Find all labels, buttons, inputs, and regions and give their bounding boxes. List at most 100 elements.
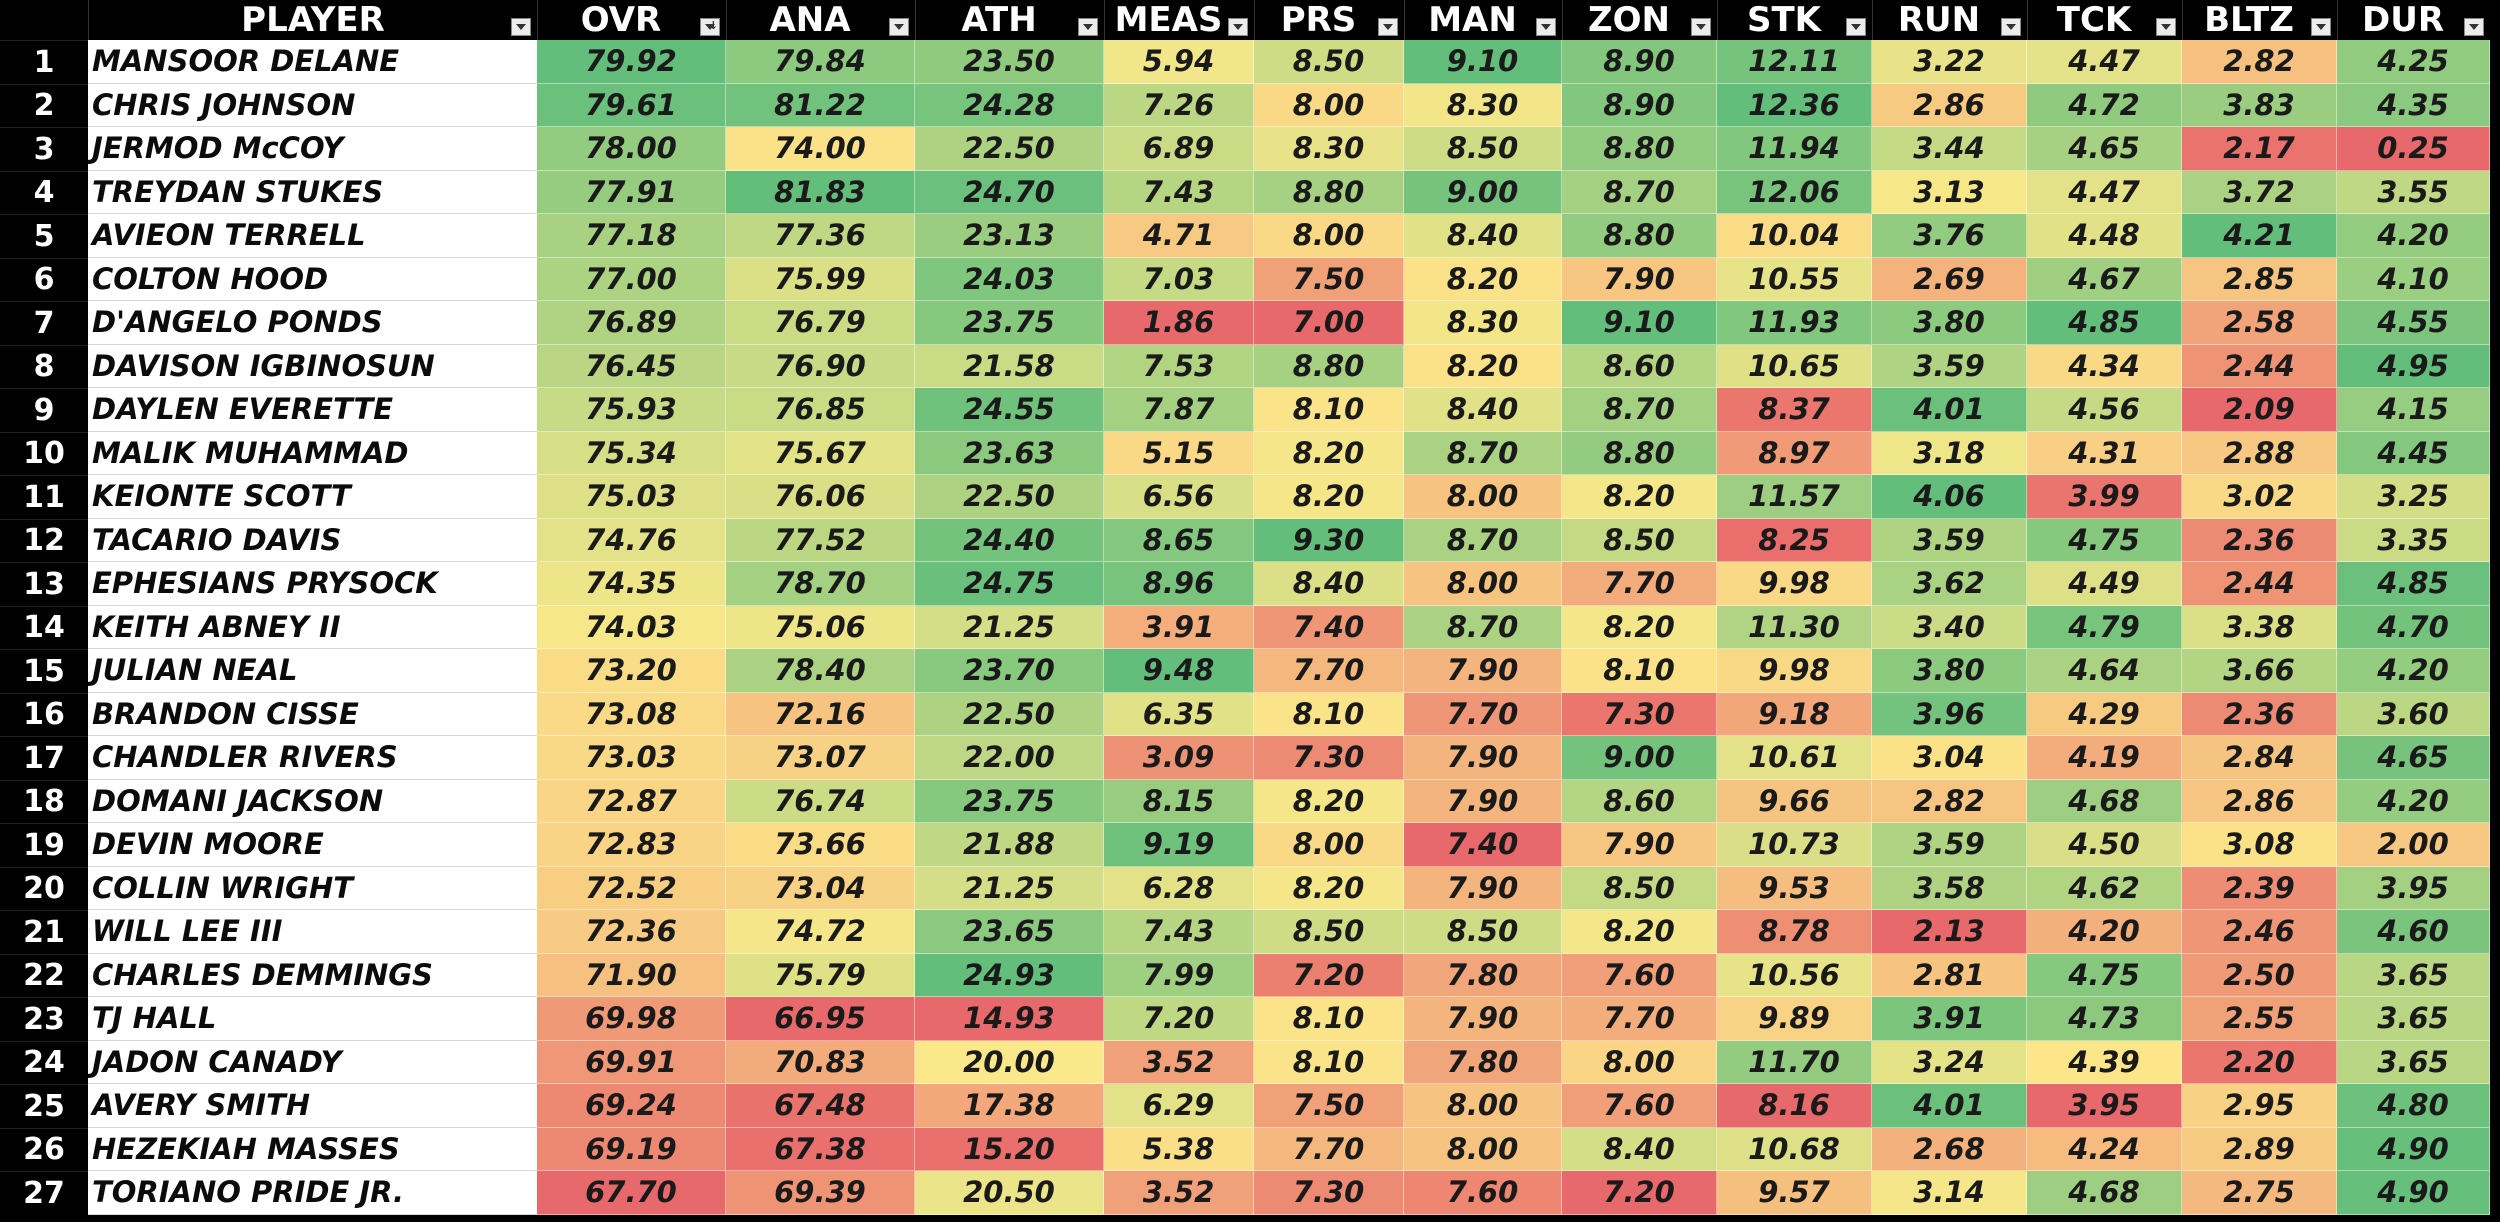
player-name-cell[interactable]: DEVIN MOORE xyxy=(88,823,537,867)
cell-ath[interactable]: 22.50 xyxy=(915,127,1104,171)
column-header-ana[interactable]: ANA xyxy=(726,0,915,40)
cell-zon[interactable]: 9.00 xyxy=(1562,736,1717,780)
cell-ana[interactable]: 75.99 xyxy=(726,257,915,301)
cell-run[interactable]: 2.68 xyxy=(1872,1127,2027,1171)
cell-bltz[interactable]: 2.84 xyxy=(2182,736,2337,780)
cell-ana[interactable]: 70.83 xyxy=(726,1040,915,1084)
cell-meas[interactable]: 6.35 xyxy=(1104,692,1254,736)
cell-ana[interactable]: 73.07 xyxy=(726,736,915,780)
cell-ath[interactable]: 23.50 xyxy=(915,40,1104,84)
cell-man[interactable]: 8.00 xyxy=(1404,1127,1562,1171)
cell-run[interactable]: 2.86 xyxy=(1872,83,2027,127)
cell-tck[interactable]: 4.19 xyxy=(2027,736,2182,780)
cell-ana[interactable]: 76.06 xyxy=(726,475,915,519)
column-header-stk[interactable]: STK xyxy=(1717,0,1872,40)
cell-run[interactable]: 2.82 xyxy=(1872,779,2027,823)
cell-ath[interactable]: 23.75 xyxy=(915,779,1104,823)
player-name-cell[interactable]: JADON CANADY xyxy=(88,1040,537,1084)
cell-prs[interactable]: 7.50 xyxy=(1254,1084,1404,1128)
cell-man[interactable]: 7.70 xyxy=(1404,692,1562,736)
cell-bltz[interactable]: 2.39 xyxy=(2182,866,2337,910)
cell-ath[interactable]: 23.65 xyxy=(915,910,1104,954)
cell-ath[interactable]: 24.55 xyxy=(915,388,1104,432)
cell-ana[interactable]: 76.74 xyxy=(726,779,915,823)
sort-descending-icon[interactable]: ↓ xyxy=(700,18,720,36)
cell-zon[interactable]: 9.10 xyxy=(1562,301,1717,345)
cell-dur[interactable]: 4.70 xyxy=(2337,605,2490,649)
cell-ovr[interactable]: 74.03 xyxy=(537,605,726,649)
cell-stk[interactable]: 12.11 xyxy=(1717,40,1872,84)
cell-dur[interactable]: 3.65 xyxy=(2337,1040,2490,1084)
cell-ovr[interactable]: 77.91 xyxy=(537,170,726,214)
cell-bltz[interactable]: 3.66 xyxy=(2182,649,2337,693)
cell-zon[interactable]: 8.90 xyxy=(1562,83,1717,127)
cell-prs[interactable]: 7.30 xyxy=(1254,1171,1404,1215)
cell-stk[interactable]: 10.68 xyxy=(1717,1127,1872,1171)
cell-ovr[interactable]: 76.45 xyxy=(537,344,726,388)
cell-tck[interactable]: 4.73 xyxy=(2027,997,2182,1041)
cell-dur[interactable]: 3.55 xyxy=(2337,170,2490,214)
cell-meas[interactable]: 1.86 xyxy=(1104,301,1254,345)
cell-dur[interactable]: 3.60 xyxy=(2337,692,2490,736)
cell-ovr[interactable]: 72.36 xyxy=(537,910,726,954)
cell-tck[interactable]: 3.95 xyxy=(2027,1084,2182,1128)
cell-zon[interactable]: 8.70 xyxy=(1562,388,1717,432)
cell-man[interactable]: 8.50 xyxy=(1404,127,1562,171)
cell-dur[interactable]: 2.00 xyxy=(2337,823,2490,867)
player-name-cell[interactable]: AVERY SMITH xyxy=(88,1084,537,1128)
cell-prs[interactable]: 8.20 xyxy=(1254,475,1404,519)
cell-ana[interactable]: 67.38 xyxy=(726,1127,915,1171)
cell-meas[interactable]: 7.53 xyxy=(1104,344,1254,388)
cell-prs[interactable]: 8.20 xyxy=(1254,866,1404,910)
cell-run[interactable]: 3.96 xyxy=(1872,692,2027,736)
cell-ath[interactable]: 23.70 xyxy=(915,649,1104,693)
cell-dur[interactable]: 4.65 xyxy=(2337,736,2490,780)
cell-dur[interactable]: 3.95 xyxy=(2337,866,2490,910)
cell-tck[interactable]: 4.29 xyxy=(2027,692,2182,736)
cell-tck[interactable]: 4.48 xyxy=(2027,214,2182,258)
cell-ana[interactable]: 75.79 xyxy=(726,953,915,997)
cell-ath[interactable]: 14.93 xyxy=(915,997,1104,1041)
cell-prs[interactable]: 8.40 xyxy=(1254,562,1404,606)
cell-man[interactable]: 8.50 xyxy=(1404,910,1562,954)
cell-dur[interactable]: 3.65 xyxy=(2337,997,2490,1041)
cell-tck[interactable]: 4.47 xyxy=(2027,40,2182,84)
filter-dropdown-icon[interactable] xyxy=(1846,18,1866,36)
cell-dur[interactable]: 4.20 xyxy=(2337,779,2490,823)
cell-zon[interactable]: 7.70 xyxy=(1562,997,1717,1041)
cell-ovr[interactable]: 77.18 xyxy=(537,214,726,258)
cell-bltz[interactable]: 2.36 xyxy=(2182,692,2337,736)
cell-stk[interactable]: 8.97 xyxy=(1717,431,1872,475)
cell-prs[interactable]: 9.30 xyxy=(1254,518,1404,562)
cell-run[interactable]: 3.80 xyxy=(1872,301,2027,345)
cell-tck[interactable]: 4.65 xyxy=(2027,127,2182,171)
cell-dur[interactable]: 4.10 xyxy=(2337,257,2490,301)
cell-zon[interactable]: 8.10 xyxy=(1562,649,1717,693)
cell-meas[interactable]: 7.26 xyxy=(1104,83,1254,127)
cell-bltz[interactable]: 2.44 xyxy=(2182,344,2337,388)
cell-meas[interactable]: 3.91 xyxy=(1104,605,1254,649)
cell-zon[interactable]: 8.70 xyxy=(1562,170,1717,214)
cell-man[interactable]: 8.00 xyxy=(1404,1084,1562,1128)
cell-man[interactable]: 8.70 xyxy=(1404,431,1562,475)
cell-ana[interactable]: 73.04 xyxy=(726,866,915,910)
cell-ovr[interactable]: 75.03 xyxy=(537,475,726,519)
cell-prs[interactable]: 7.50 xyxy=(1254,257,1404,301)
cell-meas[interactable]: 3.52 xyxy=(1104,1040,1254,1084)
cell-run[interactable]: 3.59 xyxy=(1872,518,2027,562)
cell-ath[interactable]: 22.50 xyxy=(915,475,1104,519)
filter-dropdown-icon[interactable] xyxy=(1378,18,1398,36)
column-header-zon[interactable]: ZON xyxy=(1562,0,1717,40)
cell-prs[interactable]: 7.40 xyxy=(1254,605,1404,649)
cell-dur[interactable]: 0.25 xyxy=(2337,127,2490,171)
cell-tck[interactable]: 4.50 xyxy=(2027,823,2182,867)
cell-ovr[interactable]: 79.92 xyxy=(537,40,726,84)
player-name-cell[interactable]: CHARLES DEMMINGS xyxy=(88,953,537,997)
player-name-cell[interactable]: DAVISON IGBINOSUN xyxy=(88,344,537,388)
cell-meas[interactable]: 7.99 xyxy=(1104,953,1254,997)
player-name-cell[interactable]: AVIEON TERRELL xyxy=(88,214,537,258)
cell-tck[interactable]: 4.68 xyxy=(2027,779,2182,823)
player-name-cell[interactable]: JERMOD McCOY xyxy=(88,127,537,171)
cell-zon[interactable]: 8.80 xyxy=(1562,127,1717,171)
cell-run[interactable]: 3.44 xyxy=(1872,127,2027,171)
